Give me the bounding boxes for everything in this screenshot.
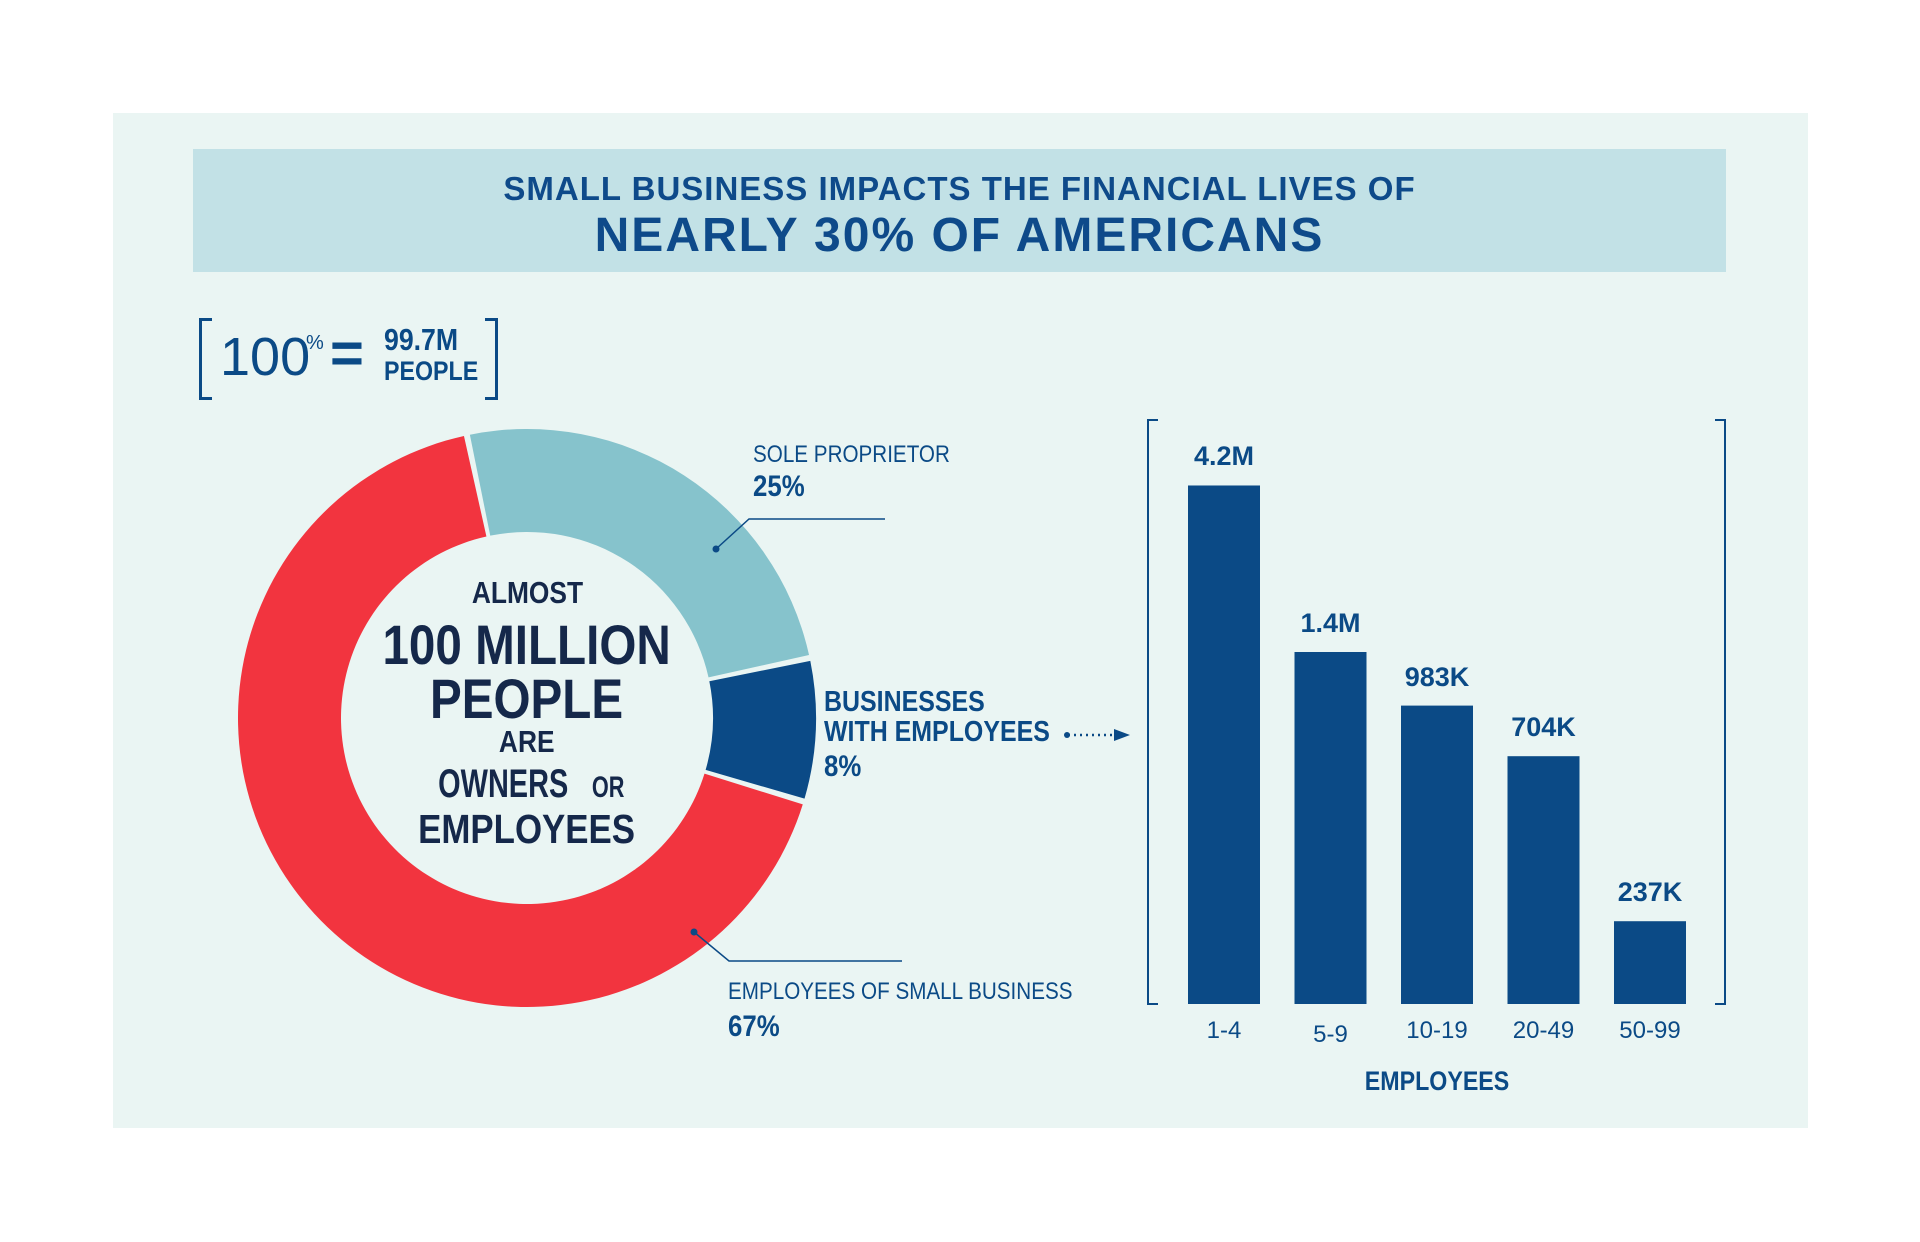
businesses-text-1: BUSINESSES xyxy=(824,686,985,718)
donut-slice-sole-proprietor xyxy=(469,429,810,678)
bar-category-label: 10-19 xyxy=(1406,1017,1468,1044)
legend-value-text: 99.7M xyxy=(384,322,459,357)
bar-value-label: 704K xyxy=(1511,712,1576,743)
label-sole-proprietor-text: SOLE PROPRIETOR xyxy=(753,441,950,468)
center-text-3: PEOPLE xyxy=(430,667,624,730)
sole-proprietor-leader-line xyxy=(715,518,885,550)
center-text-2: 100 MILLION xyxy=(382,613,672,676)
employees-leader-line xyxy=(693,931,902,962)
x-axis-label-text: EMPLOYEES xyxy=(1364,1066,1510,1096)
bar-bracket-right xyxy=(1715,419,1726,1005)
center-text-5b: OR xyxy=(591,771,625,804)
center-line-owners-or: OWNERS OR xyxy=(327,762,727,807)
label-employees-pct: 67% xyxy=(728,1010,788,1044)
pct-25: 25% xyxy=(753,470,805,503)
bar-value-label: 1.4M xyxy=(1300,608,1361,638)
bar-value-label: 4.2M xyxy=(1193,441,1255,472)
label-businesses-line1: BUSINESSES xyxy=(824,686,1011,719)
legend-percent: 100 xyxy=(220,327,311,387)
center-line-are: ARE xyxy=(327,724,727,760)
bar-category-label: 20-49 xyxy=(1512,1017,1575,1044)
label-employees-small-business: EMPLOYEES OF SMALL BUSINESS xyxy=(728,978,1129,1006)
label-businesses-pct: 8% xyxy=(824,750,867,784)
bar-1-4 xyxy=(1188,485,1260,1005)
pct-8: 8% xyxy=(824,750,862,783)
center-line-people: PEOPLE xyxy=(327,666,727,731)
bar-5-9 xyxy=(1294,652,1367,1004)
bar-category-label: 50-99 xyxy=(1619,1017,1681,1044)
arrow-head-icon xyxy=(1114,729,1130,741)
businesses-text-2: WITH EMPLOYEES xyxy=(824,716,1050,748)
center-text-1: ALMOST xyxy=(471,575,583,610)
legend-percent-sign: % xyxy=(306,332,324,354)
center-text-5a: OWNERS xyxy=(438,762,569,806)
center-line-almost: ALMOST xyxy=(327,575,727,611)
bar-value-label: 983K xyxy=(1404,661,1470,692)
legend-bracket-right xyxy=(485,318,498,400)
title-line-2: NEARLY 30% OF AMERICANS xyxy=(594,209,1325,262)
label-sole-proprietor: SOLE PROPRIETOR xyxy=(753,441,982,469)
bar-20-49 xyxy=(1507,756,1580,1004)
donut-slice-businesses-with-employees xyxy=(705,660,816,799)
center-text-6: EMPLOYEES xyxy=(418,806,636,852)
bar-bracket-left xyxy=(1147,419,1158,1005)
legend-value: 99.7M xyxy=(384,322,470,358)
legend-unit: PEOPLE xyxy=(384,356,494,387)
center-text-4: ARE xyxy=(499,724,555,759)
label-businesses-line2: WITH EMPLOYEES xyxy=(824,716,1087,749)
title-banner xyxy=(193,149,1726,272)
dotted-arrow-dot xyxy=(1064,732,1070,738)
sole-proprietor-leader-dot xyxy=(712,545,720,553)
bar-category-label: 5-9 xyxy=(1313,1021,1348,1048)
bar-x-axis-label: EMPLOYEES xyxy=(1337,1066,1537,1097)
label-sole-proprietor-pct: 25% xyxy=(753,470,813,504)
title-line-1: SMALL BUSINESS IMPACTS THE FINANCIAL LIV… xyxy=(503,170,1416,207)
center-line-employees: EMPLOYEES xyxy=(327,806,727,853)
legend-unit-text: PEOPLE xyxy=(384,356,479,386)
bar-category-label: 1-4 xyxy=(1206,1017,1242,1044)
legend-bracket-left xyxy=(199,318,212,400)
bar-value-label: 237K xyxy=(1617,877,1683,908)
pct-67: 67% xyxy=(728,1010,780,1043)
bar-50-99 xyxy=(1614,921,1686,1004)
legend-equals: = xyxy=(330,321,364,386)
label-employees-text: EMPLOYEES OF SMALL BUSINESS xyxy=(728,978,1073,1005)
donut-slice-employees-of-small-business xyxy=(237,435,803,1007)
center-line-100-million: 100 MILLION xyxy=(327,612,727,677)
employees-leader-dot xyxy=(690,928,698,936)
bar-10-19 xyxy=(1401,705,1473,1004)
